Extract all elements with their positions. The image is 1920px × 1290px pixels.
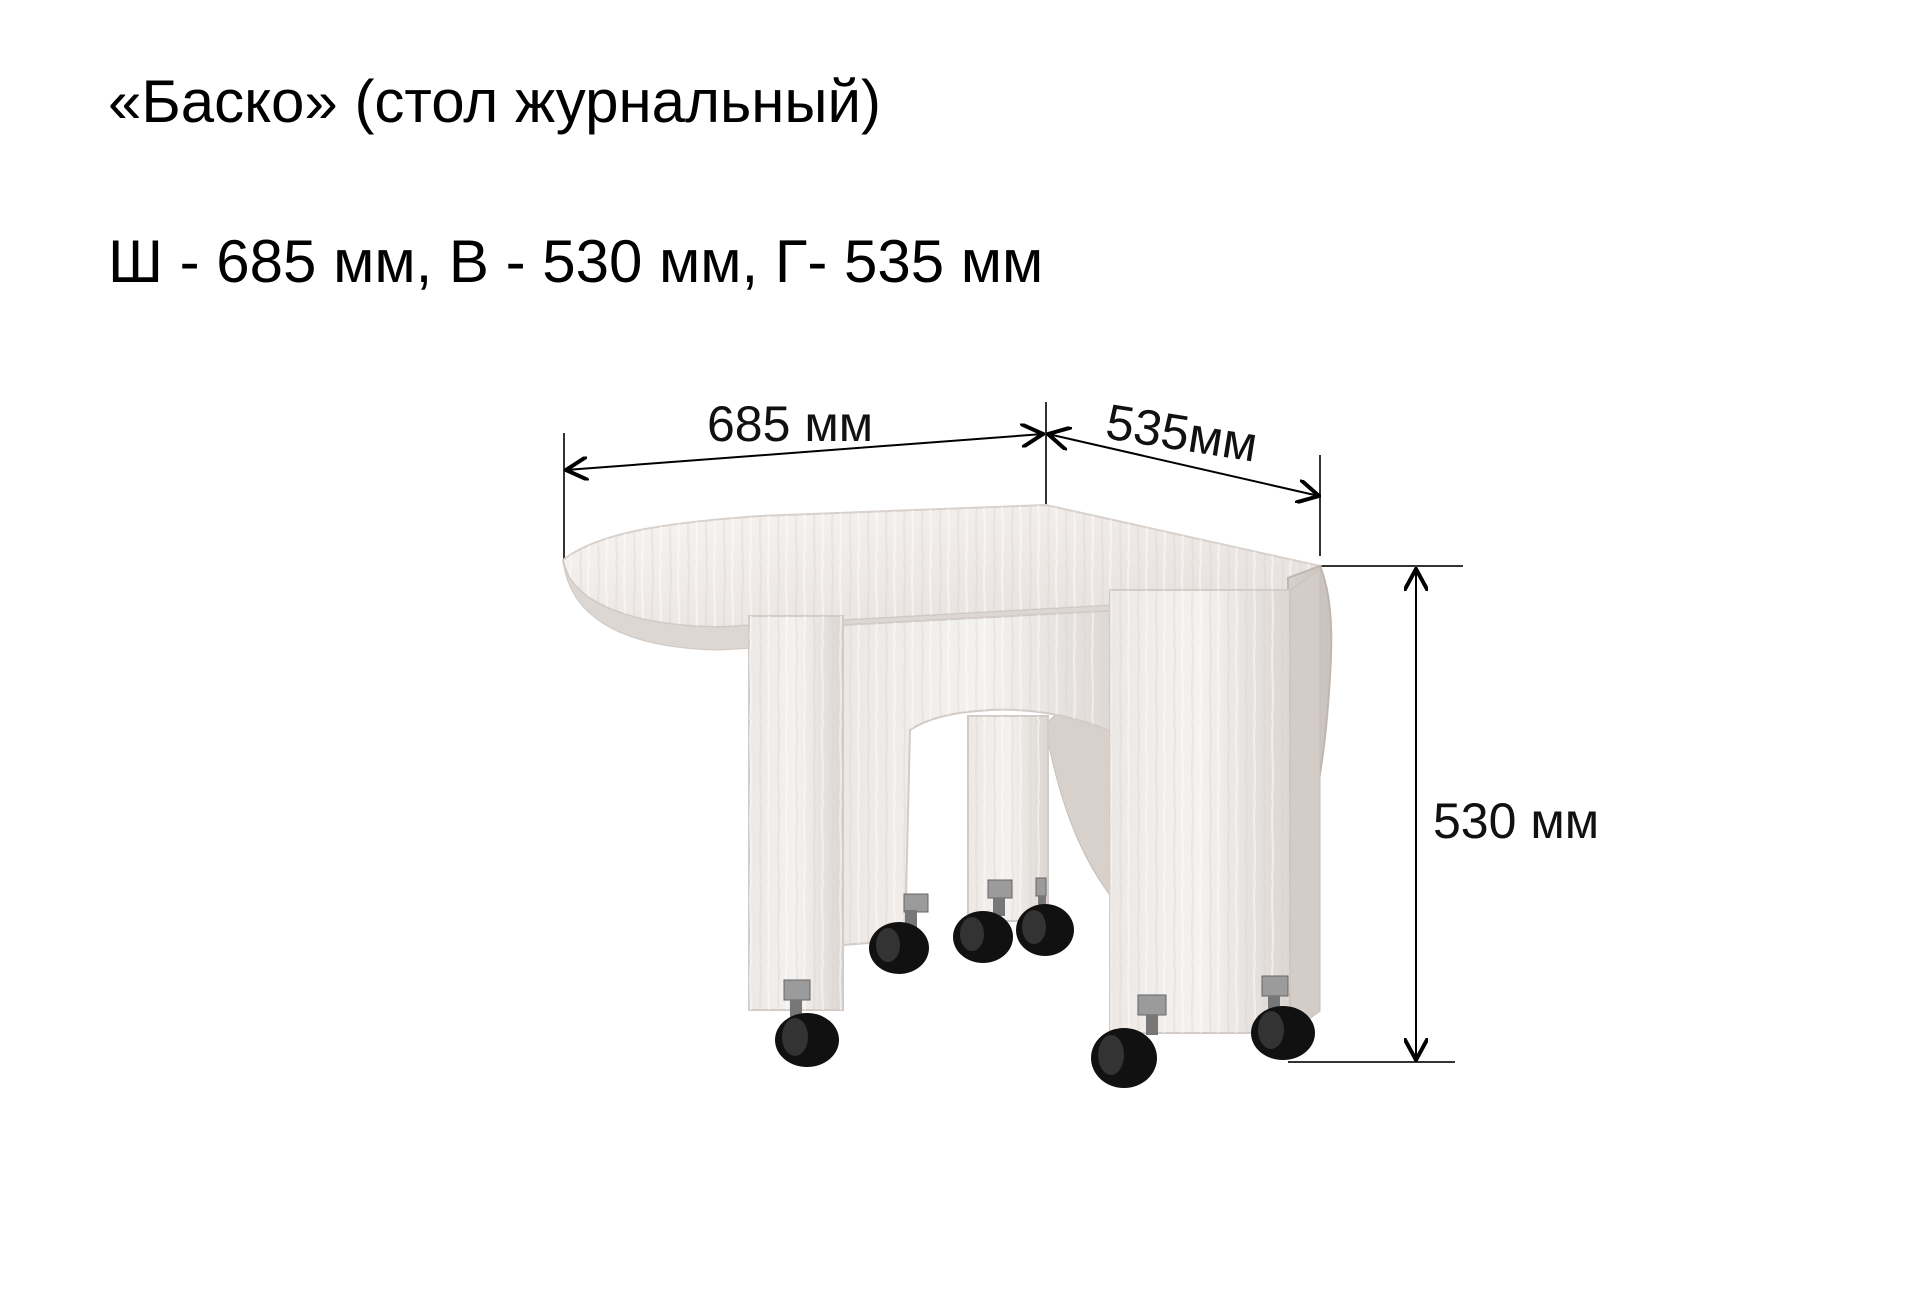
caster-wheel-icon — [869, 910, 929, 974]
metal-brackets — [783, 877, 1289, 1016]
dimension-summary: Ш - 685 мм, В - 530 мм, Г- 535 мм — [108, 228, 1044, 295]
caster-wheel-icon — [1091, 1015, 1158, 1088]
right-panel-side — [1289, 569, 1321, 1034]
caster-wheel-icon — [1251, 996, 1315, 1060]
dimension-lines: 685 мм 535мм 530 мм — [563, 394, 1599, 1063]
depth-label: 535мм — [1102, 394, 1261, 473]
width-label: 685 мм — [707, 396, 873, 452]
depth-dimension-line — [1048, 434, 1319, 496]
width-dimension-line — [566, 434, 1043, 470]
product-title: «Баско» (стол журнальный) — [108, 68, 881, 135]
caster-wheel-icon — [1016, 896, 1074, 956]
center-frame-grain — [843, 610, 1124, 945]
bracket-icon — [1261, 975, 1289, 997]
folding-table-illustration — [561, 503, 1333, 1088]
bracket-icon — [1137, 994, 1167, 1016]
right-panel-grain — [1110, 590, 1290, 1033]
caster-wheel-icon — [953, 898, 1013, 963]
height-label: 530 мм — [1433, 793, 1599, 849]
left-panel-grain — [749, 616, 843, 1010]
bracket-icon — [783, 979, 811, 1001]
caster-wheel-icon — [775, 1000, 839, 1067]
bracket-icon — [1035, 877, 1047, 897]
caster-wheels — [775, 896, 1315, 1088]
bracket-icon — [903, 893, 929, 913]
bracket-icon — [987, 879, 1013, 899]
